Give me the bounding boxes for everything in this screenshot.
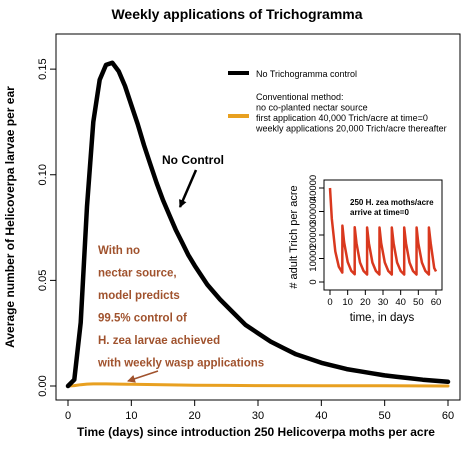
inset-series-line: [328, 187, 438, 276]
x-tick-label: 20: [189, 410, 201, 422]
chart-title: Weekly applications of Trichogramma: [111, 6, 362, 22]
prediction-note: With no nectar source, model predicts 99.5%…: [97, 245, 264, 370]
legend: No Trichogramma control Conventional met…: [228, 69, 447, 134]
x-tick-label: 10: [125, 410, 137, 422]
prediction-arrow: [127, 370, 159, 383]
inset-x-tick-label: 30: [378, 297, 389, 308]
x-tick-label: 50: [379, 410, 391, 422]
y-tick-label: 0.10: [37, 164, 49, 185]
inset-x-tick-label: 50: [413, 297, 424, 308]
inset-y-tick-label: 40000: [308, 175, 319, 201]
inset-series-layer: [328, 187, 438, 276]
y-tick-label: 0.15: [37, 58, 49, 79]
x-axis-label: Time (days) since introduction 250 Helic…: [77, 425, 435, 439]
inset-y-tick-label: 30000: [308, 198, 319, 224]
inset-x-tick-label: 20: [360, 297, 371, 308]
inset-x-tick-label: 10: [342, 297, 353, 308]
y-tick-label: 0.00: [37, 375, 49, 396]
inset-x-tick-label: 60: [431, 297, 442, 308]
inset-y-tick-label: 20000: [308, 222, 319, 248]
y-ticks: 0.00 0.05 0.10 0.15: [37, 58, 56, 397]
inset-y-tick-label: 10000: [308, 245, 319, 271]
no-control-arrow: [178, 169, 198, 208]
no-control-label: No Control: [162, 153, 224, 167]
y-axis-label: Average number of Helicoverpa larvae per…: [3, 86, 17, 348]
main-chart: Weekly applications of Trichogramma 0.00…: [3, 6, 461, 439]
series-line-no-control: [65, 60, 451, 389]
inset-y-tick-label: 0: [308, 279, 319, 284]
x-ticks: 0 10 20 30 40 50 60: [65, 400, 454, 422]
inset-x-axis-label: time, in days: [350, 312, 415, 324]
legend-label-conventional: Conventional method: no co-planted nectar…: [255, 92, 447, 134]
inset-x-tick-label: 0: [327, 297, 332, 308]
x-tick-label: 60: [442, 410, 454, 422]
x-tick-label: 40: [315, 410, 327, 422]
x-tick-label: 0: [65, 410, 71, 422]
series-layer: [65, 60, 451, 389]
x-tick-label: 30: [252, 410, 264, 422]
inset-annotation: 250 H. zea moths/acre arrive at time=0: [350, 198, 434, 217]
inset-x-tick-label: 40: [395, 297, 406, 308]
legend-label-no-control: No Trichogramma control: [256, 69, 357, 79]
y-tick-label: 0.05: [37, 270, 49, 291]
series-line-conventional: [66, 382, 450, 388]
inset-y-axis-label: # adult Trich per acre: [288, 185, 300, 288]
inset-x-ticks: 0 10 20 30 40 50 60: [327, 290, 441, 308]
